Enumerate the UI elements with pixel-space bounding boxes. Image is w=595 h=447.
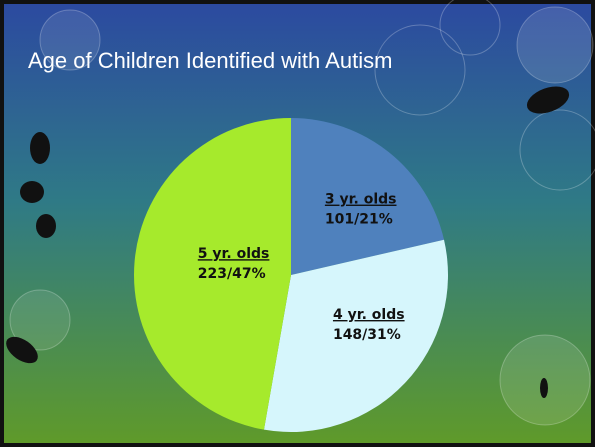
page: {"chart_data": {"type": "pie", "title": … [0, 0, 595, 447]
chart-title: Age of Children Identified with Autism [28, 48, 392, 73]
chart: Age of Children Identified with Autism 3… [0, 0, 595, 447]
pie: 3 yr. olds 101/21% 4 yr. olds 148/31% 5 yr. … [134, 118, 448, 432]
slice-label: 3 yr. olds [325, 192, 397, 208]
value-label: 101/21% [325, 212, 393, 228]
slice-label: 5 yr. olds [198, 246, 270, 262]
value-label: 223/47% [198, 266, 266, 282]
slice-label: 4 yr. olds [333, 307, 405, 323]
value-label: 148/31% [333, 327, 401, 343]
